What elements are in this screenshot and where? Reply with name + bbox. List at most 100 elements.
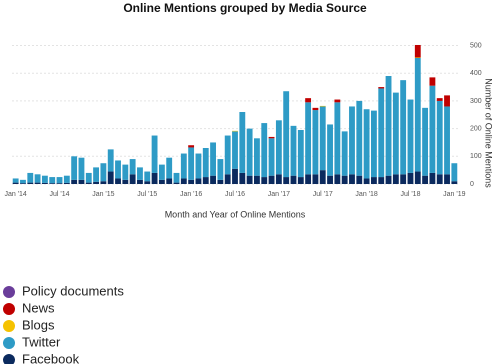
bar-segment: [414, 44, 421, 58]
bar-segment: [34, 174, 41, 183]
x-tick-label: Jan '19: [443, 191, 465, 198]
bar-segment: [12, 178, 19, 183]
bar-segment: [370, 110, 377, 178]
bar-segment: [232, 168, 238, 184]
bar-segment: [85, 182, 92, 184]
x-tick-label: Jan '15: [92, 191, 114, 198]
x-tick-label: Jan '16: [180, 191, 202, 198]
y-tick-label: 0: [470, 181, 474, 188]
bar-segment: [180, 178, 187, 184]
bar-segment: [93, 167, 100, 182]
bar-segment: [246, 175, 253, 184]
bar-segment: [275, 174, 282, 184]
bar-segment: [129, 159, 136, 175]
bar-segment: [63, 175, 70, 183]
y-axis-title: Number of Online Mentions: [484, 78, 494, 188]
y-tick-label: 100: [470, 153, 482, 160]
bar-segment: [356, 175, 363, 184]
bar-segment: [392, 174, 399, 184]
y-tick-label: 200: [470, 125, 482, 132]
bar-segment: [188, 179, 195, 184]
y-tick-label: 400: [470, 70, 482, 77]
bar-segment: [173, 182, 180, 184]
bar-segment: [107, 149, 114, 172]
y-tick-label: 300: [470, 98, 482, 105]
bar-segment: [283, 177, 290, 184]
bar-segment: [100, 181, 107, 184]
x-tick-label: Jul '17: [313, 191, 333, 198]
bar-segment: [436, 100, 443, 175]
x-tick-label: Jan '17: [268, 191, 290, 198]
x-tick-label: Jul '15: [137, 191, 157, 198]
bar-segment: [63, 182, 70, 184]
bar-segment: [137, 179, 143, 184]
y-tick-label: 500: [470, 42, 482, 49]
bar-segment: [93, 181, 100, 184]
bar-segment: [173, 172, 180, 183]
bar-segment: [144, 181, 151, 184]
bar-segment: [232, 131, 238, 169]
bar-segment: [78, 179, 85, 184]
bar-segment: [436, 98, 443, 101]
bar-segment: [451, 163, 458, 182]
bar-segment: [363, 109, 370, 179]
legend-swatch: [3, 286, 15, 298]
bar-segment: [78, 157, 85, 180]
chart-title: Online Mentions grouped by Media Source: [123, 1, 367, 15]
bar-segment: [400, 174, 407, 184]
bar-segment: [27, 172, 34, 183]
x-tick-label: Jul '14: [50, 191, 70, 198]
bar-segment: [71, 179, 78, 184]
legend-label: Policy documents: [22, 283, 124, 298]
bar-segment: [268, 136, 275, 139]
bar-segment: [210, 142, 216, 176]
bar-segment: [422, 175, 429, 184]
bar-segment: [122, 164, 129, 180]
bar-segment: [327, 175, 333, 184]
bar-segment: [144, 171, 151, 182]
bar-segment: [327, 124, 333, 176]
bar-segment: [268, 175, 275, 184]
bar-segment: [319, 106, 326, 171]
bar-segment: [129, 174, 136, 184]
bar-segment: [239, 172, 246, 184]
bar-segment: [341, 131, 348, 176]
bar-segment: [85, 172, 92, 183]
bar-segment: [261, 123, 268, 178]
bar-segment: [254, 175, 260, 184]
bar-segment: [370, 177, 377, 184]
bar-segment: [436, 174, 443, 184]
bar-segment: [334, 99, 341, 103]
bar-segment: [356, 100, 363, 176]
bar-segment: [202, 148, 209, 178]
bar-segment: [217, 159, 224, 180]
bar-segment: [254, 138, 260, 176]
bar-segment: [451, 181, 458, 184]
bar-segment: [49, 183, 56, 184]
bar-segment: [100, 163, 107, 182]
legend-label: Blogs: [22, 317, 55, 332]
bar-segment: [297, 130, 304, 178]
bar-segment: [385, 76, 392, 176]
bar-segment: [444, 174, 450, 184]
x-tick-label: Jul '16: [225, 191, 245, 198]
bar-segment: [297, 177, 304, 184]
legend-swatch: [3, 303, 15, 315]
bar-segment: [261, 177, 268, 184]
legend-label: Facebook: [22, 351, 80, 364]
bar-segment: [239, 112, 246, 173]
bar-segment: [122, 179, 129, 184]
bar-segment: [414, 171, 421, 184]
x-axis-title: Month and Year of Online Mentions: [165, 209, 306, 219]
bar-segment: [41, 182, 48, 184]
legend-label: News: [22, 300, 55, 315]
bar-segment: [115, 160, 121, 179]
bar-segment: [166, 157, 173, 179]
bar-segment: [378, 87, 385, 89]
bar-segment: [71, 156, 78, 180]
legend-swatch: [3, 337, 15, 349]
legend-swatch: [3, 320, 15, 332]
bar-segment: [151, 172, 158, 184]
bar-segment: [232, 130, 238, 132]
